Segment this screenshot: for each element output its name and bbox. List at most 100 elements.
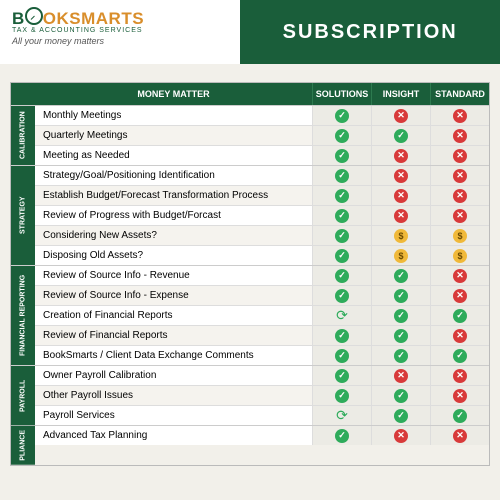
refresh-icon: ⟳ [335, 309, 349, 323]
section-label: PAYROLL [11, 366, 35, 425]
value-cell: ✕ [371, 186, 430, 205]
check-icon: ✓ [335, 209, 349, 223]
value-cell: $ [430, 246, 489, 265]
table-body: CALIBRATIONMonthly Meetings✓✕✕Quarterly … [11, 105, 489, 465]
value-cell: ✕ [430, 206, 489, 225]
feature-name: Review of Progress with Budget/Forcast [35, 206, 312, 225]
value-cell: ✓ [371, 386, 430, 405]
value-cell: ✕ [430, 146, 489, 165]
x-icon: ✕ [453, 189, 467, 203]
x-icon: ✕ [394, 369, 408, 383]
logo-wordmark: BOKSMARTS [12, 6, 228, 29]
check-icon: ✓ [394, 329, 408, 343]
feature-name: Quarterly Meetings [35, 126, 312, 145]
feature-name: Advanced Tax Planning [35, 426, 312, 445]
section: CALIBRATIONMonthly Meetings✓✕✕Quarterly … [11, 105, 489, 165]
col-solutions: SOLUTIONS [312, 83, 371, 105]
section-label: FINANCIAL REPORTING [11, 266, 35, 365]
x-icon: ✕ [394, 209, 408, 223]
check-icon: ✓ [335, 369, 349, 383]
check-icon: ✓ [394, 409, 408, 423]
check-icon: ✓ [335, 249, 349, 263]
value-cell: ✕ [430, 326, 489, 345]
check-icon: ✓ [394, 309, 408, 323]
refresh-icon: ⟳ [335, 409, 349, 423]
value-cell: ✕ [371, 106, 430, 125]
check-icon: ✓ [453, 409, 467, 423]
x-icon: ✕ [453, 269, 467, 283]
value-cell: ✓ [312, 386, 371, 405]
value-cell: ✓ [312, 166, 371, 185]
check-icon: ✓ [335, 189, 349, 203]
dollar-icon: $ [453, 229, 467, 243]
section-label: STRATEGY [11, 166, 35, 265]
value-cell: ✕ [430, 166, 489, 185]
x-icon: ✕ [453, 369, 467, 383]
value-cell: ⟳ [312, 406, 371, 425]
page-title: SUBSCRIPTION [240, 0, 500, 64]
check-icon: ✓ [453, 349, 467, 363]
x-icon: ✕ [453, 289, 467, 303]
table-row: Other Payroll Issues✓✓✕ [35, 386, 489, 406]
check-icon: ✓ [335, 169, 349, 183]
page: BOKSMARTS TAX & ACCOUNTING SERVICES All … [0, 0, 500, 500]
comparison-table: MONEY MATTER SOLUTIONS INSIGHT STANDARD … [10, 82, 490, 466]
check-icon: ✓ [335, 429, 349, 443]
clock-icon [25, 7, 43, 25]
table-row: Meeting as Needed✓✕✕ [35, 146, 489, 165]
value-cell: ⟳ [312, 306, 371, 325]
feature-name: Disposing Old Assets? [35, 246, 312, 265]
feature-name: Considering New Assets? [35, 226, 312, 245]
table-row: Owner Payroll Calibration✓✕✕ [35, 366, 489, 386]
check-icon: ✓ [394, 349, 408, 363]
check-icon: ✓ [453, 309, 467, 323]
check-icon: ✓ [335, 389, 349, 403]
value-cell: ✕ [430, 386, 489, 405]
value-cell: ✓ [312, 326, 371, 345]
x-icon: ✕ [453, 109, 467, 123]
table-row: Strategy/Goal/Positioning Identification… [35, 166, 489, 186]
feature-name: Review of Source Info - Revenue [35, 266, 312, 285]
check-icon: ✓ [335, 129, 349, 143]
col-feature: MONEY MATTER [35, 83, 312, 105]
section-rows: Advanced Tax Planning✓✕✕ [35, 426, 489, 465]
section-rows: Monthly Meetings✓✕✕Quarterly Meetings✓✓✕… [35, 106, 489, 165]
value-cell: ✕ [430, 186, 489, 205]
section-rows: Strategy/Goal/Positioning Identification… [35, 166, 489, 265]
table-row: Disposing Old Assets? ✓ $$ [35, 246, 489, 265]
check-icon: ✓ [335, 109, 349, 123]
value-cell: ✓ [312, 226, 371, 245]
section: PLIANCEAdvanced Tax Planning✓✕✕ [11, 425, 489, 465]
table-row: Payroll Services⟳✓✓ [35, 406, 489, 425]
section-label: PLIANCE [11, 426, 35, 465]
table-row: Establish Budget/Forecast Transformation… [35, 186, 489, 206]
value-cell: ✕ [371, 166, 430, 185]
section-rows: Review of Source Info - Revenue✓✓✕Review… [35, 266, 489, 365]
value-cell: ✓ [371, 346, 430, 365]
col-standard: STANDARD [430, 83, 489, 105]
value-cell: ✓ [371, 406, 430, 425]
value-cell: ✓ [312, 346, 371, 365]
table-row: Monthly Meetings✓✕✕ [35, 106, 489, 126]
table-row: Creation of Financial Reports⟳✓✓ [35, 306, 489, 326]
value-cell: ✓ [371, 326, 430, 345]
x-icon: ✕ [394, 189, 408, 203]
table-row: BookSmarts / Client Data Exchange Commen… [35, 346, 489, 365]
check-icon: ✓ [394, 389, 408, 403]
value-cell: ✕ [430, 266, 489, 285]
x-icon: ✕ [453, 129, 467, 143]
value-cell: $ [371, 246, 430, 265]
x-icon: ✕ [453, 429, 467, 443]
col-insight: INSIGHT [371, 83, 430, 105]
logo-book: B [12, 9, 25, 28]
table-row: Review of Progress with Budget/Forcast ✓ ✕… [35, 206, 489, 226]
value-cell: ✓ [312, 206, 371, 225]
value-cell: ✓ [312, 146, 371, 165]
table-header: MONEY MATTER SOLUTIONS INSIGHT STANDARD [11, 83, 489, 105]
logo-block: BOKSMARTS TAX & ACCOUNTING SERVICES All … [0, 0, 240, 64]
logo-tagline: All your money matters [12, 36, 228, 46]
value-cell: ✓ [312, 366, 371, 385]
x-icon: ✕ [453, 329, 467, 343]
check-icon: ✓ [335, 329, 349, 343]
feature-name: Meeting as Needed [35, 146, 312, 165]
